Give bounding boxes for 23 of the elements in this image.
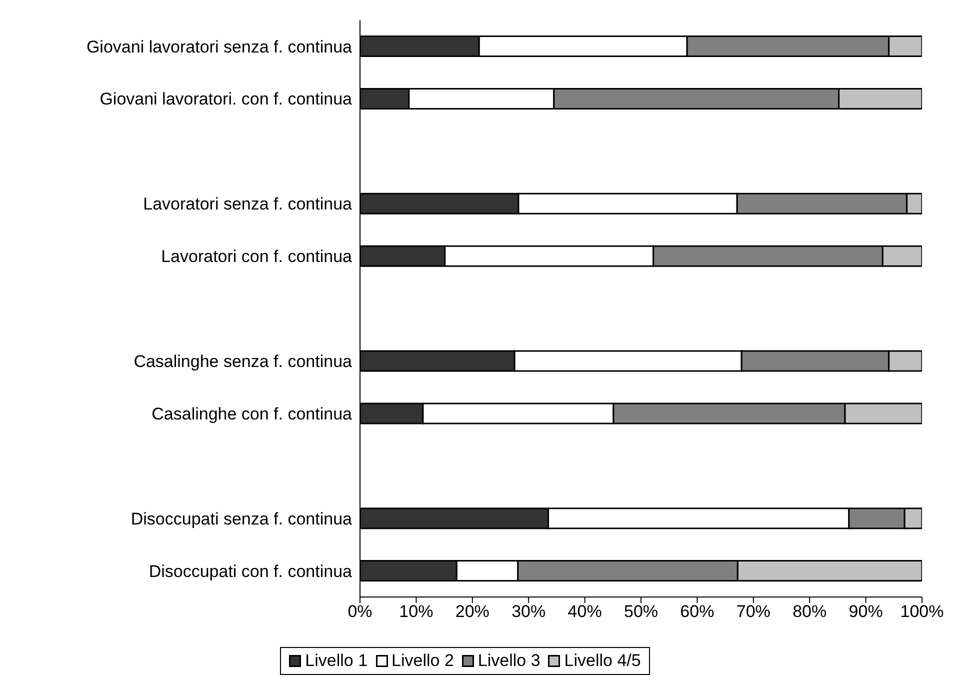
x-tick-label: 20% [455, 602, 490, 622]
legend-label: Livello 4/5 [564, 651, 641, 671]
legend-label: Livello 3 [478, 651, 540, 671]
y-tick-label: Casalinghe senza f. continua [134, 352, 353, 371]
x-tick-label: 90% [848, 602, 883, 622]
x-tick-label: 80% [792, 602, 827, 622]
legend-label: Livello 2 [392, 651, 454, 671]
x-tick-label: 50% [624, 602, 658, 622]
x-tick-label: 100% [900, 602, 944, 622]
legend-label: Livello 1 [305, 651, 368, 671]
y-tick-label: Disoccupati senza f. continua [130, 509, 353, 528]
y-tick-label: Lavoratori senza f. continua [143, 194, 353, 214]
y-tick-label: Disoccupati con f. continua [148, 562, 353, 581]
x-tick-label: 70% [736, 602, 770, 622]
y-tick-label: Casalinghe con f. continua [152, 404, 353, 424]
x-tick-label: 0% [348, 602, 372, 622]
x-tick-label: 40% [568, 602, 602, 622]
x-tick-label: 30% [512, 602, 546, 622]
x-tick-label: 10% [399, 602, 434, 622]
x-tick-label: 60% [680, 602, 714, 622]
y-tick-label: Giovani lavoratori senza f. continua [86, 37, 353, 56]
y-tick-label: Lavoratori con f. continua [161, 247, 353, 266]
y-tick-label: Giovani lavoratori. con f. continua [100, 90, 353, 109]
